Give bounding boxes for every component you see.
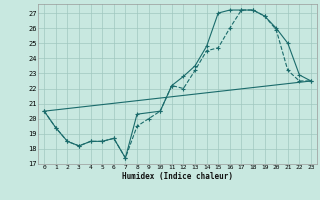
X-axis label: Humidex (Indice chaleur): Humidex (Indice chaleur) [122, 172, 233, 181]
